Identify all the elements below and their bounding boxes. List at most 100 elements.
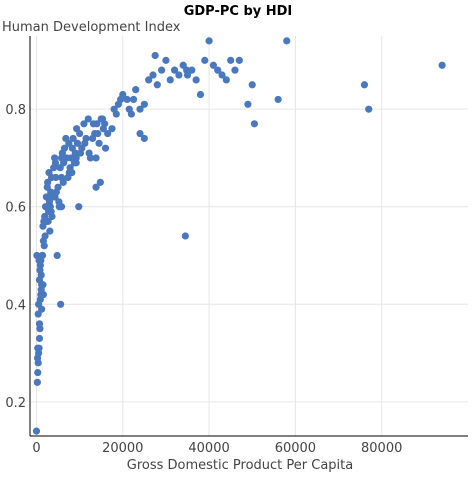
data-point [53, 251, 61, 260]
data-point [117, 95, 125, 104]
chart-title: GDP-PC by HDI [184, 4, 293, 19]
data-point [95, 139, 103, 147]
data-point [214, 66, 222, 74]
data-point [192, 76, 200, 84]
data-point [283, 37, 291, 45]
data-point [39, 281, 47, 289]
data-point [35, 320, 44, 328]
data-point [89, 120, 98, 128]
y-axis-label: Human Development Index [2, 20, 181, 35]
data-point [69, 134, 77, 143]
data-point [38, 290, 46, 299]
data-point [201, 56, 209, 64]
y-tick-label: 0.8 [5, 103, 26, 118]
data-point [45, 168, 53, 177]
data-point [140, 134, 148, 143]
data-point [136, 129, 144, 138]
data-point [73, 139, 82, 147]
y-tick-label: 0.2 [5, 396, 26, 411]
data-point [136, 105, 144, 113]
data-point [44, 178, 52, 186]
data-point [244, 100, 252, 108]
data-point [96, 178, 104, 186]
data-point [231, 66, 239, 74]
data-point [46, 227, 54, 235]
data-point [125, 105, 133, 113]
data-point [183, 66, 191, 74]
axes [29, 36, 468, 437]
data-point [80, 120, 88, 128]
data-point [34, 344, 42, 352]
x-tick-label: 80000 [361, 441, 402, 456]
data-point [188, 66, 196, 74]
data-point [104, 129, 112, 138]
data-point [209, 61, 217, 69]
data-point [274, 95, 282, 104]
data-point [35, 334, 44, 343]
data-point [51, 159, 60, 167]
data-point [57, 300, 65, 308]
data-point [52, 188, 60, 196]
data-point [248, 81, 256, 89]
y-tick-label: 0.4 [5, 298, 26, 313]
data-point [60, 144, 69, 152]
y-tick-label: 0.6 [5, 201, 26, 216]
data-point [149, 71, 157, 79]
x-axis-label: Gross Domestic Product Per Capita [127, 458, 353, 473]
x-tick-label: 0 [32, 441, 40, 456]
data-point [85, 149, 93, 157]
data-point [37, 271, 45, 279]
data-point [112, 110, 120, 118]
data-point [52, 173, 60, 182]
data-point [181, 232, 189, 240]
data-point [33, 251, 41, 260]
data-point [438, 61, 446, 69]
data-point [158, 66, 166, 74]
data-point [84, 115, 92, 123]
data-point [34, 368, 42, 377]
data-point [132, 86, 140, 94]
data-point [123, 95, 131, 104]
data-point [235, 56, 243, 64]
data-points [32, 37, 446, 435]
data-point [222, 76, 230, 84]
x-tick-label: 20000 [102, 441, 143, 456]
data-point [162, 56, 170, 64]
data-point [227, 56, 235, 64]
data-point [170, 66, 179, 74]
x-tick-label: 40000 [188, 441, 229, 456]
grid-lines [30, 36, 468, 436]
data-point [145, 76, 153, 84]
data-point [68, 168, 76, 177]
data-point [43, 217, 51, 225]
data-point [76, 129, 84, 138]
x-tick-label: 60000 [275, 441, 316, 456]
data-point [129, 95, 138, 104]
data-point [360, 81, 369, 89]
data-point [76, 149, 85, 157]
data-point [98, 115, 107, 123]
data-point [205, 37, 213, 45]
data-point [365, 105, 373, 113]
data-point [151, 51, 159, 60]
data-point [140, 100, 148, 108]
data-point [57, 203, 66, 211]
data-point [38, 305, 46, 313]
data-point [32, 427, 41, 435]
data-point [94, 129, 102, 138]
data-point [218, 71, 226, 79]
data-point [81, 139, 89, 147]
tick-labels: 0 20000 40000 60000 80000 0.2 0.4 0.6 0.8 [5, 103, 402, 456]
data-point [92, 183, 100, 191]
data-point [196, 90, 205, 99]
data-point [75, 203, 83, 211]
data-point [101, 144, 110, 152]
data-point [108, 125, 116, 133]
data-point [47, 208, 55, 216]
data-point [250, 120, 258, 128]
data-point [92, 154, 100, 162]
data-point [72, 154, 80, 162]
data-point [39, 237, 47, 245]
